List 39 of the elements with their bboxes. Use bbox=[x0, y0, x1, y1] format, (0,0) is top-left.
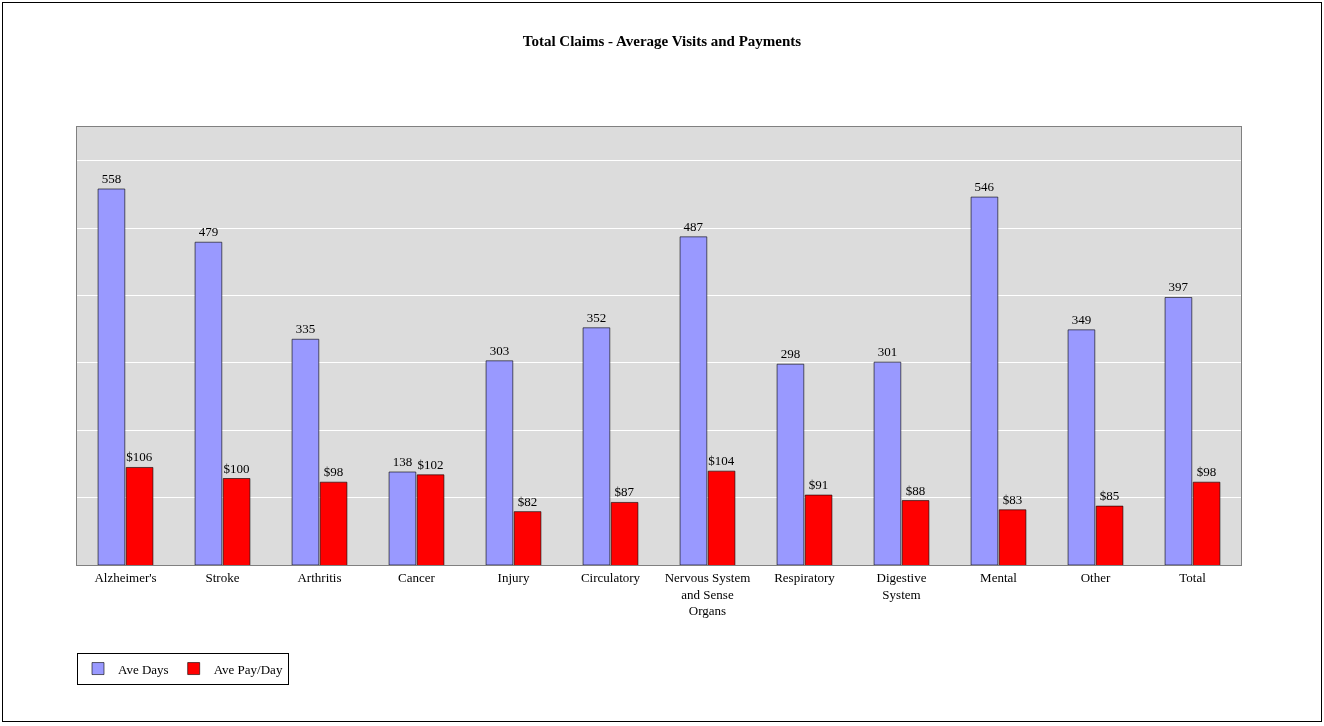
data-label: 397 bbox=[1168, 279, 1189, 295]
data-label: $88 bbox=[905, 482, 926, 498]
x-tick-label: Stroke bbox=[205, 569, 240, 585]
data-label: 546 bbox=[974, 179, 995, 195]
x-tick-label: Total bbox=[1179, 569, 1207, 585]
data-label: $98 bbox=[323, 464, 344, 480]
x-tick-label: Nervous System and Sense Organs bbox=[664, 569, 751, 619]
x-tick-label: Mental bbox=[980, 569, 1018, 585]
data-label: 301 bbox=[877, 344, 898, 360]
data-label: $91 bbox=[808, 477, 829, 493]
x-tick-label: Respiratory bbox=[774, 569, 836, 585]
chart-title: Total Claims - Average Visits and Payments bbox=[522, 32, 802, 49]
data-label: 138 bbox=[392, 454, 413, 470]
data-label: $82 bbox=[517, 493, 538, 509]
data-label: $104 bbox=[708, 453, 735, 469]
legend-label: Ave Days bbox=[118, 661, 169, 677]
data-label: 479 bbox=[198, 224, 219, 240]
data-label: $100 bbox=[223, 460, 250, 476]
data-label: 303 bbox=[489, 342, 510, 358]
data-label: 487 bbox=[683, 218, 704, 234]
data-label: $102 bbox=[417, 456, 444, 472]
data-label: 352 bbox=[586, 309, 607, 325]
x-tick-label: Circulatory bbox=[580, 569, 641, 585]
data-label: $87 bbox=[614, 484, 635, 500]
data-label: 335 bbox=[295, 321, 316, 337]
data-label: 298 bbox=[780, 346, 801, 362]
data-label: $98 bbox=[1196, 464, 1217, 480]
legend-label: Ave Pay/Day bbox=[213, 661, 283, 677]
x-tick-label: Other bbox=[1080, 569, 1111, 585]
data-label: 558 bbox=[101, 170, 122, 186]
data-label: $106 bbox=[126, 449, 153, 465]
x-tick-label: Digestive System bbox=[876, 569, 927, 602]
data-label: 349 bbox=[1071, 311, 1092, 327]
x-tick-label: Alzheimer's bbox=[94, 569, 157, 585]
data-label: $83 bbox=[1002, 491, 1023, 507]
x-tick-label: Cancer bbox=[398, 569, 436, 585]
x-tick-label: Injury bbox=[497, 569, 530, 585]
x-tick-label: Arthritis bbox=[297, 569, 342, 585]
data-label: $85 bbox=[1099, 488, 1120, 504]
